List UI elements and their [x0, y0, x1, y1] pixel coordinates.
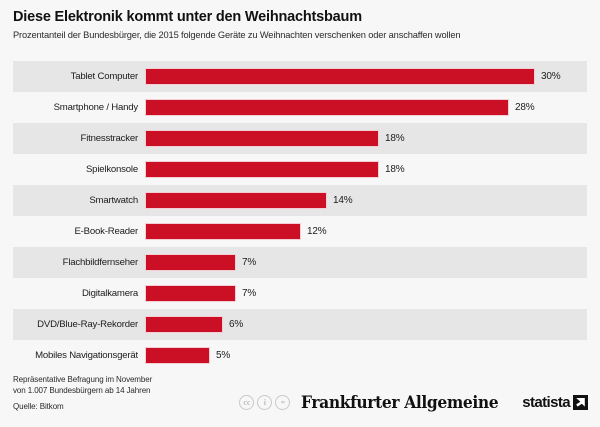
statista-arrow-icon	[573, 395, 588, 410]
bar-track: 6%	[145, 309, 587, 340]
bar-track: 18%	[145, 154, 587, 185]
bar-value-label: 18%	[385, 133, 405, 144]
chart-row: Digitalkamera 7%	[13, 278, 587, 309]
bar-value-label: 7%	[242, 288, 257, 299]
category-label: E-Book-Reader	[74, 226, 138, 237]
bar	[145, 161, 379, 178]
bar-value-label: 18%	[385, 164, 405, 175]
statista-wordmark: statista	[522, 394, 570, 411]
bar	[145, 285, 236, 302]
bar-value-label: 28%	[515, 102, 535, 113]
category-label: Mobiles Navigationsgerät	[35, 350, 138, 361]
category-label: Tablet Computer	[70, 71, 139, 82]
category-label: Smartphone / Handy	[53, 102, 139, 113]
cc-license-icon: cc	[239, 395, 255, 410]
chart-row: Tablet Computer 30%	[13, 61, 587, 92]
category-label: Spielkonsole	[85, 164, 138, 175]
source-line: Quelle: Bitkom	[13, 402, 64, 411]
creative-commons-group: cc i =	[239, 395, 291, 410]
category-label: Flachbildfernseher	[62, 257, 139, 268]
bar	[145, 223, 301, 240]
page-title: Diese Elektronik kommt unter den Weihnac…	[13, 9, 362, 25]
chart-row: Fitnesstracker 18%	[13, 123, 587, 154]
bar-track: 12%	[145, 216, 587, 247]
bar	[145, 99, 509, 116]
bar	[145, 68, 535, 85]
chart-row: Smartphone / Handy 28%	[13, 92, 587, 123]
bar-value-label: 7%	[242, 257, 257, 268]
bar-value-label: 12%	[307, 226, 327, 237]
brand-bar: cc i = Frankfurter Allgemeine statista	[239, 393, 588, 412]
bar-value-label: 30%	[541, 71, 561, 82]
category-label: Smartwatch	[89, 195, 138, 206]
bar-track: 18%	[145, 123, 587, 154]
bar-track: 7%	[145, 278, 587, 309]
bar-track: 14%	[145, 185, 587, 216]
chart-row: E-Book-Reader 12%	[13, 216, 587, 247]
bar-value-label: 5%	[216, 350, 231, 361]
bar-track: 28%	[145, 92, 587, 123]
footnote-line-1: Repräsentative Befragung im November	[13, 375, 153, 384]
bar-track: 30%	[145, 61, 587, 92]
chart-row: Smartwatch 14%	[13, 185, 587, 216]
statista-logo: statista	[522, 394, 588, 411]
chart-subtitle: Prozentanteil der Bundesbürger, die 2015…	[13, 30, 461, 40]
bar	[145, 192, 327, 209]
footnote-block: Repräsentative Befragung im November von…	[13, 375, 152, 413]
chart-header: Diese Elektronik kommt unter den Weihnac…	[0, 0, 600, 41]
footnote-line-2: von 1.007 Bundesbürgern ab 14 Jahren	[13, 385, 151, 395]
chart-row: Spielkonsole 18%	[13, 154, 587, 185]
bar-track: 5%	[145, 340, 587, 371]
bar-chart-plot-area: Tablet Computer 30% Smartphone / Handy 28% F…	[13, 61, 587, 371]
category-label: DVD/Blue-Ray-Rekorder	[37, 319, 138, 330]
cc-nd-noderivatives-icon: =	[275, 395, 291, 410]
bar	[145, 347, 210, 364]
category-label: Fitnesstracker	[80, 133, 139, 144]
chart-footer: Repräsentative Befragung im November von…	[0, 373, 600, 427]
cc-by-attribution-icon: i	[257, 395, 273, 410]
bar-value-label: 6%	[229, 319, 244, 330]
bar-track: 7%	[145, 247, 587, 278]
chart-row: Flachbildfernseher 7%	[13, 247, 587, 278]
chart-row: DVD/Blue-Ray-Rekorder 6%	[13, 309, 587, 340]
bar-value-label: 14%	[333, 195, 353, 206]
bar	[145, 316, 223, 333]
bar	[145, 254, 236, 271]
frankfurter-allgemeine-logo: Frankfurter Allgemeine	[301, 393, 499, 412]
chart-row: Mobiles Navigationsgerät 5%	[13, 340, 587, 371]
bar	[145, 130, 379, 147]
category-label: Digitalkamera	[81, 288, 138, 299]
